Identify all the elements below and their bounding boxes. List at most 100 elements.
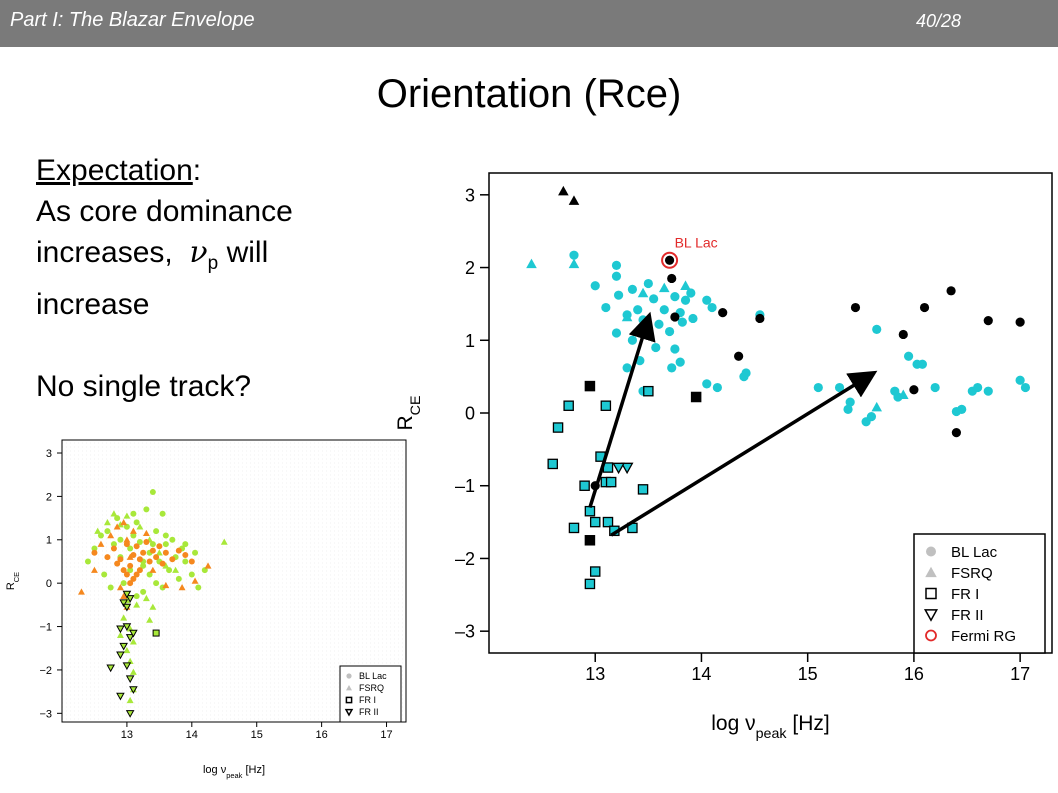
data-point (104, 528, 111, 535)
data-point (983, 316, 993, 326)
data-point (579, 480, 590, 491)
data-point (702, 295, 712, 305)
data-point (946, 286, 956, 296)
data-point (120, 580, 127, 587)
data-point (903, 351, 914, 361)
data-point (156, 558, 163, 565)
data-point (951, 428, 961, 438)
data-point (97, 532, 104, 539)
bullet-heading-line: Expectation: (36, 150, 381, 191)
data-point (123, 597, 131, 604)
nu-symbol: ν (189, 235, 208, 270)
x-label-sub: peak (226, 771, 242, 780)
bullet-text: Expectation: As core dominance increases… (36, 150, 381, 407)
data-point (126, 657, 134, 665)
data-point (125, 675, 135, 684)
data-point (125, 634, 135, 642)
data-point (119, 599, 128, 608)
data-point (664, 255, 675, 265)
data-point (834, 382, 845, 393)
y-tick-label: 2 (46, 491, 52, 503)
page-number: 40/28 (916, 11, 962, 31)
data-point (568, 195, 580, 205)
legend-label: FR I (359, 695, 376, 705)
x-tick-label: 13 (585, 664, 605, 684)
expectation-heading: Expectation (36, 154, 193, 187)
data-point (110, 510, 118, 517)
data-point (126, 696, 134, 704)
data-point (204, 562, 212, 569)
data-point (635, 356, 645, 366)
y-tick-label: −3 (39, 708, 52, 720)
data-point (133, 519, 140, 526)
data-point (91, 545, 98, 552)
data-point (690, 391, 702, 403)
data-point (179, 545, 186, 552)
data-point (912, 359, 922, 369)
x-tick-label: 14 (186, 729, 198, 741)
data-point (605, 476, 617, 488)
heading-colon: : (192, 154, 202, 187)
data-point (602, 516, 614, 528)
data-point (149, 547, 156, 554)
data-point (172, 554, 179, 561)
data-point (611, 328, 622, 338)
legend-label: BL Lac (951, 544, 998, 561)
data-point (162, 562, 170, 569)
data-point (584, 578, 596, 590)
data-point (755, 310, 765, 320)
x-tick-label: 13 (121, 729, 133, 741)
data-point (153, 554, 160, 561)
legend-label: BL Lac (359, 671, 387, 681)
y-axis-label: RCE (394, 396, 424, 431)
bullet-line-2-post: will (226, 236, 269, 269)
legend-marker (346, 673, 352, 679)
legend-label: FR II (359, 707, 379, 717)
data-point (677, 317, 687, 327)
legend: BL Lac FSRQ FR I FR II (339, 665, 402, 723)
data-point (153, 580, 160, 587)
data-point (602, 462, 614, 473)
y-tick-label: −1 (39, 622, 52, 634)
data-point (129, 686, 137, 693)
data-point (611, 260, 622, 270)
data-point (909, 385, 919, 395)
data-point (589, 516, 601, 528)
data-point (136, 556, 143, 563)
data-point (172, 566, 180, 573)
data-point (188, 558, 195, 565)
data-point (146, 616, 154, 623)
data-point (122, 603, 132, 612)
data-point (670, 292, 680, 302)
legend-marker (926, 546, 936, 557)
data-points (78, 489, 228, 718)
data-point (159, 510, 166, 517)
x-tick-label: 14 (691, 664, 711, 684)
data-point (621, 311, 633, 322)
data-point (734, 351, 744, 361)
data-point (675, 357, 685, 367)
data-point (638, 315, 648, 325)
data-point (159, 560, 166, 567)
data-point (125, 595, 135, 603)
data-point (149, 566, 157, 573)
data-point (643, 278, 653, 289)
data-point (133, 571, 140, 578)
bullet-line-2: increases, νp will (36, 232, 381, 284)
y-tick-label: –3 (455, 622, 475, 642)
data-point (91, 549, 98, 556)
data-point (123, 541, 130, 548)
data-point (638, 386, 648, 396)
data-point (156, 543, 163, 550)
legend-marker (925, 566, 937, 578)
bullet-gap (36, 325, 381, 366)
data-point (568, 258, 580, 269)
y-tick-label: 0 (465, 403, 475, 423)
data-point (590, 481, 600, 491)
x-axis-label: log νpeak [Hz] (203, 764, 265, 780)
data-point (110, 541, 117, 548)
y-tick-label: 3 (465, 185, 475, 205)
data-point (120, 518, 128, 526)
trend-arrow (610, 370, 878, 537)
trend-arrow (588, 311, 656, 509)
